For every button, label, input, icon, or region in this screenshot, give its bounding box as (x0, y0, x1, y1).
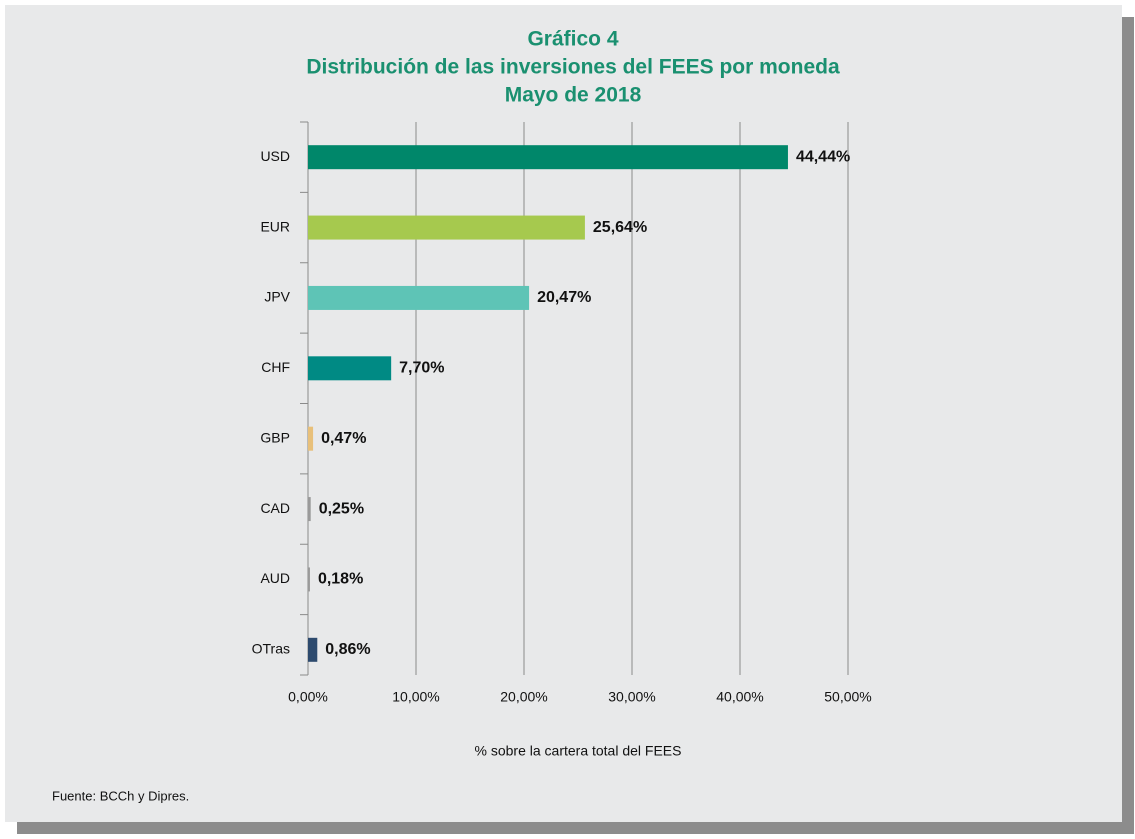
x-tick-label: 0,00% (288, 689, 328, 705)
x-tick-label: 40,00% (716, 689, 763, 705)
panel (5, 5, 1122, 822)
value-label: 25,64% (593, 219, 647, 236)
y-tick-label: USD (260, 148, 290, 164)
y-tick-label: GBP (260, 429, 290, 445)
bar (308, 215, 585, 240)
y-tick-label: OTras (252, 641, 290, 657)
chart-title: Gráfico 4 (527, 28, 618, 51)
value-label: 20,47% (537, 289, 591, 306)
chart-subtitle: Distribución de las inversiones del FEES… (306, 56, 840, 79)
y-tick-label: EUR (260, 218, 290, 234)
y-tick-label: CAD (260, 500, 290, 516)
bar (308, 356, 392, 381)
source: Fuente: BCCh y Dipres. (52, 788, 189, 803)
x-tick-label: 30,00% (608, 689, 655, 705)
y-tick-label: CHF (261, 359, 290, 375)
bar (308, 497, 311, 522)
y-tick-label: AUD (260, 570, 290, 586)
value-label: 0,86% (325, 641, 370, 658)
value-label: 7,70% (399, 360, 444, 377)
bar (308, 426, 314, 451)
x-tick-label: 10,00% (392, 689, 439, 705)
value-label: 44,44% (796, 148, 850, 165)
x-axis-label: % sobre la cartera total del FEES (475, 743, 682, 759)
bar (308, 567, 310, 592)
bar (308, 637, 318, 662)
bar (308, 145, 788, 170)
bar (308, 285, 530, 310)
y-tick-label: JPV (264, 289, 290, 305)
value-label: 0,18% (318, 571, 363, 588)
x-tick-label: 50,00% (824, 689, 871, 705)
value-label: 0,25% (319, 500, 364, 517)
value-label: 0,47% (321, 430, 366, 447)
chart-subtitle: Mayo de 2018 (505, 84, 642, 107)
x-tick-label: 20,00% (500, 689, 547, 705)
